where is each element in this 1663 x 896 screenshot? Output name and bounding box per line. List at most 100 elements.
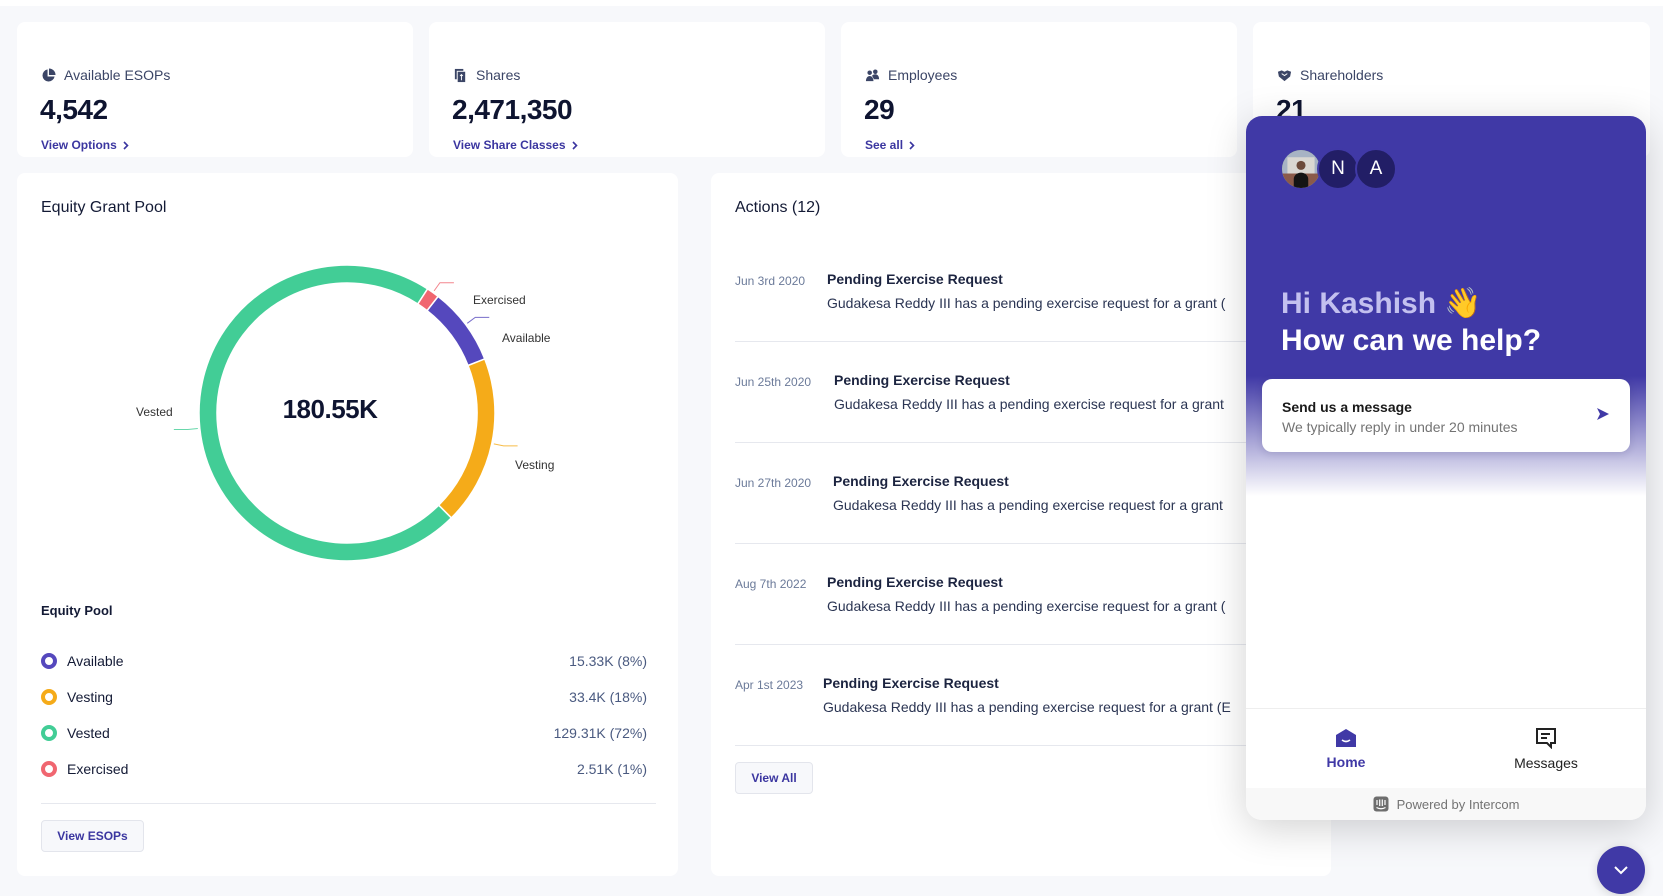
slice-label-vested: Vested: [136, 405, 173, 419]
legend-dot-exercised: [41, 761, 57, 777]
send-message-title: Send us a message: [1282, 399, 1412, 415]
link-label: See all: [865, 138, 904, 152]
team-avatar-photo: [1280, 148, 1322, 190]
nav-messages[interactable]: Messages: [1446, 709, 1646, 789]
action-desc: Gudakesa Reddy III has a pending exercis…: [827, 295, 1226, 311]
legend-row-vesting: Vesting 33.4K (18%): [41, 686, 647, 708]
legend-label: Vested: [67, 725, 110, 741]
powered-by-intercom[interactable]: Powered by Intercom: [1246, 788, 1646, 820]
slice-label-vesting: Vesting: [515, 458, 555, 472]
document-icon: [454, 68, 467, 83]
stat-value: 29: [864, 94, 895, 125]
view-share-classes-link[interactable]: View Share Classes: [453, 138, 578, 152]
divider: [735, 341, 1275, 342]
action-item[interactable]: Jun 3rd 2020 Pending Exercise Request Gu…: [735, 266, 1275, 366]
nav-messages-label: Messages: [1514, 755, 1578, 771]
legend-value: 33.4K (18%): [569, 689, 647, 705]
action-title: Pending Exercise Request: [834, 372, 1010, 388]
legend-row-vested: Vested 129.31K (72%): [41, 722, 647, 744]
legend-row-available: Available 15.33K (8%): [41, 650, 647, 672]
legend-dot-vested: [41, 725, 57, 741]
leader-line-exercised: [433, 282, 454, 292]
divider: [41, 803, 656, 804]
legend-label: Vesting: [67, 689, 113, 705]
send-message-card[interactable]: Send us a message We typically reply in …: [1262, 379, 1630, 452]
stat-card-employees: Employees 29 See all: [841, 22, 1237, 157]
leader-line-available: [466, 316, 490, 324]
messages-icon: [1536, 728, 1556, 749]
legend-dot-vesting: [41, 689, 57, 705]
see-all-employees-link[interactable]: See all: [865, 138, 915, 152]
action-desc: Gudakesa Reddy III has a pending exercis…: [823, 699, 1231, 715]
wave-icon: 👋: [1444, 287, 1482, 320]
stat-label: Employees: [865, 67, 957, 83]
action-item[interactable]: Apr 1st 2023 Pending Exercise Request Gu…: [735, 670, 1275, 770]
legend-dot-available: [41, 653, 57, 669]
team-avatar-n: N: [1317, 148, 1359, 190]
link-label: View Share Classes: [453, 138, 566, 152]
action-desc: Gudakesa Reddy III has a pending exercis…: [834, 396, 1224, 412]
slice-label-available: Available: [502, 331, 551, 345]
slice-label-exercised: Exercised: [473, 293, 526, 307]
messenger-nav: Home Messages: [1246, 708, 1646, 788]
stat-card-available-esops: Available ESOPs 4,542 View Options: [17, 22, 413, 157]
stat-label: Available ESOPs: [41, 67, 170, 83]
pie-chart-icon: [42, 67, 56, 82]
home-icon: [1336, 729, 1356, 747]
action-item[interactable]: Jun 25th 2020 Pending Exercise Request G…: [735, 367, 1275, 467]
stat-value: 2,471,350: [452, 94, 573, 125]
legend-value: 2.51K (1%): [576, 761, 647, 777]
divider: [735, 644, 1275, 645]
stat-label-text: Available ESOPs: [64, 67, 171, 83]
nav-home-label: Home: [1326, 754, 1366, 770]
action-date: Jun 27th 2020: [735, 476, 812, 490]
actions-panel: Actions (12): [711, 173, 1331, 876]
stat-value: 4,542: [40, 94, 108, 125]
chevron-right-icon: [123, 140, 129, 150]
donut-slice-vesting[interactable]: [437, 357, 496, 520]
stat-label-text: Employees: [888, 67, 958, 83]
legend-label: Available: [67, 653, 124, 669]
action-title: Pending Exercise Request: [833, 473, 1009, 489]
action-desc: Gudakesa Reddy III has a pending exercis…: [833, 497, 1223, 513]
link-label: View Options: [41, 138, 117, 152]
help-question: How can we help?: [1281, 324, 1542, 357]
action-title: Pending Exercise Request: [827, 574, 1003, 590]
stat-label: Shareholders: [1277, 67, 1383, 83]
divider: [735, 745, 1275, 746]
chevron-right-icon: [571, 140, 578, 150]
action-desc: Gudakesa Reddy III has a pending exercis…: [827, 598, 1226, 614]
divider: [735, 442, 1275, 443]
stat-label: Shares: [453, 67, 520, 83]
leader-line-vesting: [493, 443, 518, 447]
legend-row-exercised: Exercised 2.51K (1%): [41, 758, 647, 780]
action-date: Aug 7th 2022: [735, 577, 807, 591]
donut-chart: [173, 264, 518, 562]
stat-label-text: Shareholders: [1300, 67, 1384, 83]
team-avatar-a: A: [1355, 148, 1397, 190]
panel-title: Actions (12): [735, 199, 821, 216]
view-esops-button[interactable]: View ESOPs: [41, 820, 144, 852]
action-date: Jun 25th 2020: [735, 375, 812, 389]
view-all-actions-button[interactable]: View All: [735, 762, 813, 794]
powered-by-text: Powered by Intercom: [1396, 796, 1520, 812]
action-item[interactable]: Aug 7th 2022 Pending Exercise Request Gu…: [735, 569, 1275, 669]
legend-label: Exercised: [67, 761, 129, 777]
action-date: Apr 1st 2023: [735, 678, 804, 692]
action-date: Jun 3rd 2020: [735, 274, 806, 288]
nav-home[interactable]: Home: [1246, 709, 1446, 789]
donut-slice-exercised[interactable]: [416, 287, 440, 312]
donut-center-total: 180.55K: [282, 394, 378, 424]
divider: [735, 543, 1275, 544]
chevron-right-icon: [909, 140, 915, 150]
view-options-link[interactable]: View Options: [41, 138, 129, 152]
action-title: Pending Exercise Request: [827, 271, 1003, 287]
top-strip: [0, 0, 1663, 6]
action-item[interactable]: Jun 27th 2020 Pending Exercise Request G…: [735, 468, 1275, 568]
intercom-launcher-close-button[interactable]: [1597, 846, 1645, 894]
equity-grant-pool-panel: Equity Grant Pool: [17, 173, 678, 876]
users-icon: [865, 69, 880, 81]
send-arrow-icon: [1597, 408, 1609, 420]
leader-line-vested: [173, 427, 198, 431]
greeting: Hi Kashish 👋: [1281, 286, 1482, 321]
